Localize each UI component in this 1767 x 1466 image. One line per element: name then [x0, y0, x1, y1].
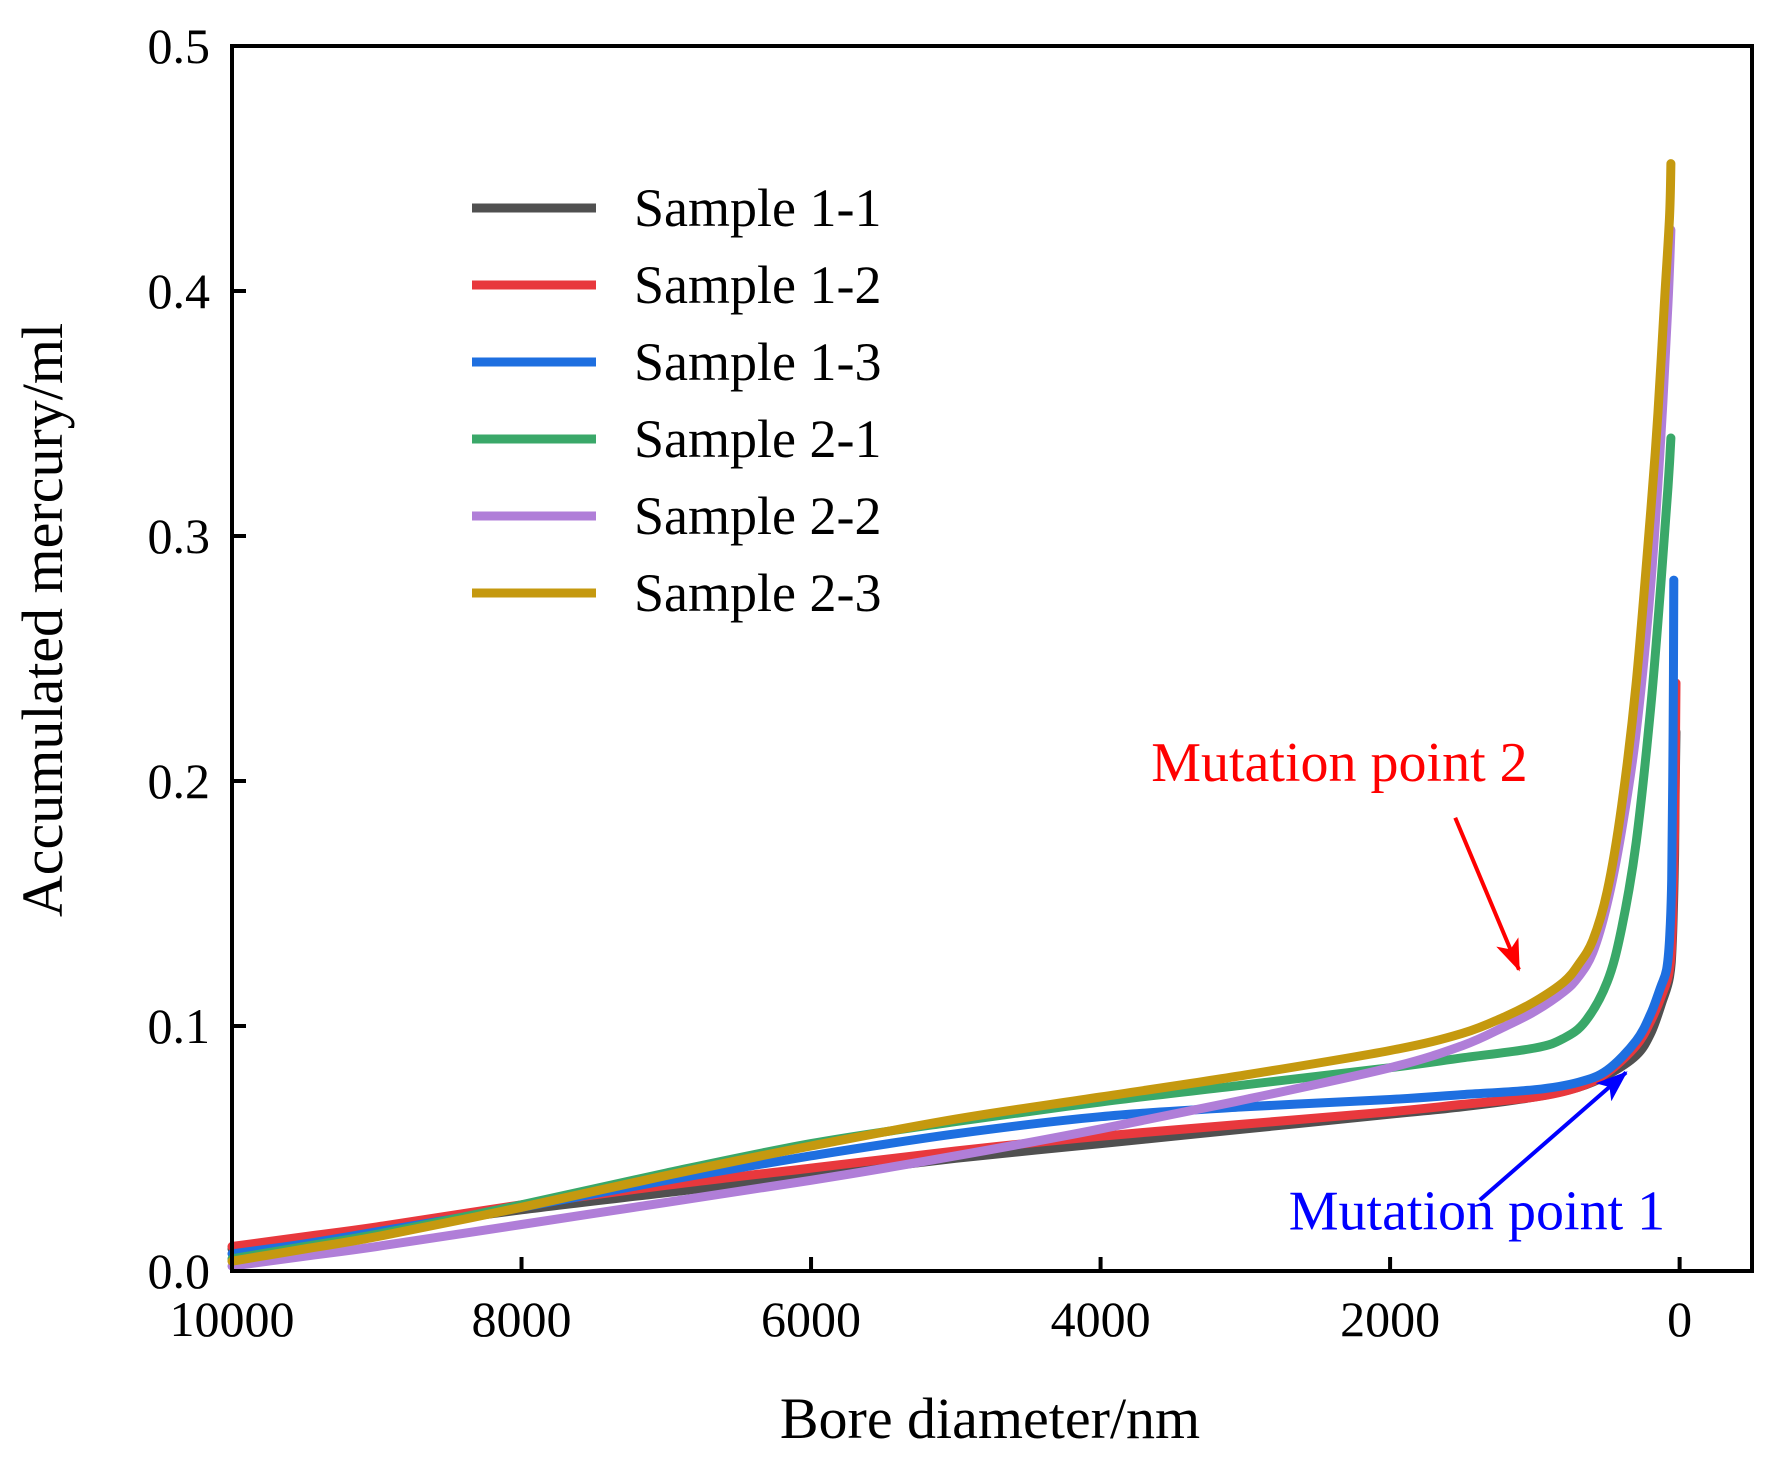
x-tick-label: 2000 [1340, 1291, 1440, 1347]
series-line-5 [227, 225, 1676, 1271]
annotation-arrow [1478, 1071, 1628, 1202]
annotation-label: Mutation point 1 [1289, 1180, 1665, 1242]
x-axis: 10000 8000 6000 4000 2000 0 [170, 1257, 1692, 1347]
y-tick-label: 0.2 [148, 753, 211, 809]
x-tick-label: 10000 [170, 1291, 295, 1347]
x-tick-label: 6000 [761, 1291, 861, 1347]
legend-label: Sample 2-1 [634, 409, 881, 469]
legend: Sample 1-1 Sample 1-2 Sample 1-3 Sample 2-1… [472, 178, 881, 623]
x-tick-label: 0 [1667, 1291, 1692, 1347]
legend-label: Sample 1-1 [634, 178, 881, 238]
annotation-label: Mutation point 2 [1151, 732, 1527, 794]
annotations: Mutation point 2 Mutation point 1 [1151, 732, 1665, 1242]
legend-label: Sample 2-3 [634, 563, 881, 623]
y-tick-label: 0.3 [148, 508, 211, 564]
y-axis: 0.0 0.1 0.2 0.3 0.4 0.5 [148, 18, 246, 1299]
legend-label: Sample 1-3 [634, 332, 881, 392]
annotation-arrow [1453, 816, 1521, 972]
y-tick-label: 0.4 [148, 263, 211, 319]
y-tick-label: 0.1 [148, 998, 211, 1054]
series-line-6 [227, 159, 1676, 1266]
plot-frame [230, 44, 1754, 1273]
x-tick-label: 8000 [472, 1291, 572, 1347]
y-axis-title: Accumulated mercury/ml [10, 323, 75, 917]
x-axis-title: Bore diameter/nm [780, 1386, 1200, 1451]
y-tick-label: 0.5 [148, 18, 211, 74]
y-tick-label: 0.0 [148, 1243, 211, 1299]
legend-label: Sample 2-2 [634, 486, 881, 546]
legend-label: Sample 1-2 [634, 255, 881, 315]
x-tick-label: 4000 [1051, 1291, 1151, 1347]
plot-area [227, 159, 1681, 1271]
